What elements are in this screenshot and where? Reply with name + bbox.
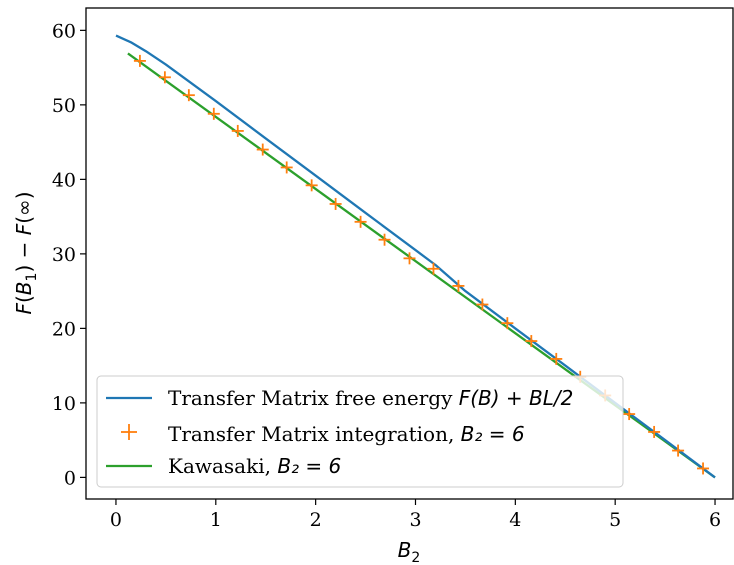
data-point-integration: [501, 317, 514, 330]
legend-swatch-integration: [121, 424, 137, 440]
data-point-integration: [305, 179, 318, 192]
data-point-integration: [623, 408, 636, 421]
y-tick-label: 20: [52, 318, 76, 340]
y-axis-label: F(B1) − F(∞): [12, 191, 40, 314]
plot-frame: [85, 7, 734, 500]
data-point-integration: [329, 197, 342, 210]
x-tick-label: 3: [409, 509, 421, 531]
legend-box: [96, 375, 624, 488]
data-point-integration: [403, 252, 416, 265]
data-point-integration: [354, 215, 367, 228]
data-point-integration: [672, 444, 685, 457]
legend-entry-transfer-matrix: Transfer Matrix free energy F(B) + BL/2: [168, 386, 573, 410]
data-point-integration: [280, 161, 293, 174]
data-point-integration: [452, 279, 465, 292]
data-point-integration: [525, 335, 538, 348]
y-tick-label: 30: [52, 244, 76, 266]
x-tick-label: 1: [210, 509, 222, 531]
data-point-integration: [378, 233, 391, 246]
y-tick-label: 60: [52, 20, 76, 42]
y-tick-label: 50: [52, 95, 76, 117]
legend-entry-integration: Transfer Matrix integration, B₂ = 6: [168, 422, 525, 446]
data-point-integration: [648, 425, 661, 438]
x-tick-label: 6: [709, 509, 721, 531]
x-tick-label: 5: [609, 509, 621, 531]
data-point-integration: [476, 298, 489, 311]
x-tick-label: 0: [110, 509, 122, 531]
data-point-integration: [427, 262, 440, 275]
data-point-integration: [231, 124, 244, 137]
x-axis-label: B2: [398, 538, 421, 565]
legend: Transfer Matrix free energy F(B) + BL/2 …: [96, 375, 624, 488]
x-tick-label: 2: [310, 509, 322, 531]
data-point-integration: [158, 71, 171, 84]
data-point-integration: [550, 352, 563, 365]
data-point-integration: [697, 462, 710, 475]
data-point-integration: [133, 54, 146, 67]
data-point-integration: [182, 89, 195, 102]
y-tick-label: 0: [64, 467, 76, 489]
data-point-integration: [256, 143, 269, 156]
y-tick-label: 40: [52, 169, 76, 191]
x-tick-label: 4: [509, 509, 521, 531]
legend-entry-kawasaki: Kawasaki, B₂ = 6: [168, 454, 341, 478]
data-point-integration: [207, 107, 220, 120]
y-tick-label: 10: [52, 393, 76, 415]
